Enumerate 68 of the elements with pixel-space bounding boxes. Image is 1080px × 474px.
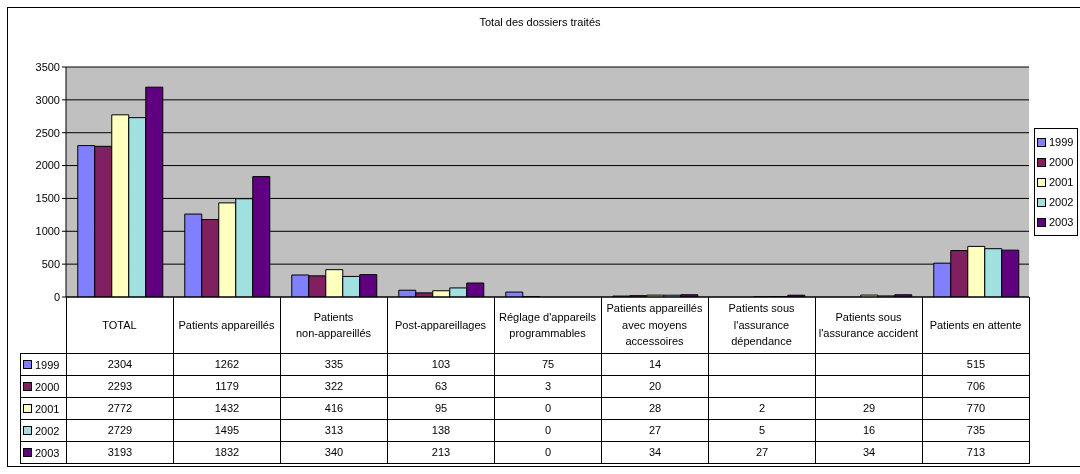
data-label: 313 bbox=[281, 420, 388, 442]
data-label: 1495 bbox=[174, 420, 281, 442]
text: 2002 bbox=[35, 424, 60, 437]
data-label: 5 bbox=[709, 420, 816, 442]
data-label: 103 bbox=[388, 354, 495, 376]
y-tick-label: 1000 bbox=[35, 225, 60, 238]
y-tick-label: 500 bbox=[41, 258, 60, 271]
x-tick-label: TOTAL bbox=[102, 318, 137, 331]
data-label: 29 bbox=[816, 398, 923, 420]
data-label: 340 bbox=[281, 442, 388, 464]
y-tick-label: 1500 bbox=[35, 192, 60, 205]
y-tick-label: 0 bbox=[53, 290, 60, 303]
data-label: 2772 bbox=[67, 398, 174, 420]
legend-label: 2001 bbox=[1049, 176, 1074, 188]
data-label: 27 bbox=[602, 420, 709, 442]
legend-label: 2002 bbox=[1049, 196, 1074, 208]
y-tick-label: 2500 bbox=[35, 126, 60, 139]
text: 2003 bbox=[35, 446, 60, 459]
x-tick-label: Post-appareillages bbox=[394, 318, 487, 331]
data-label: 322 bbox=[281, 376, 388, 398]
data-label: 16 bbox=[816, 420, 923, 442]
x-tick-label: Réglage d'appareils programmables bbox=[499, 310, 597, 340]
x-tick-label: Patients appareillés avec moyens accessoires bbox=[606, 302, 703, 348]
x-tick-label: Patients en attente bbox=[929, 318, 1022, 331]
data-label: 0 bbox=[495, 398, 602, 420]
text: 1999 bbox=[1049, 136, 1074, 148]
x-tick-label: Patients appareillés bbox=[178, 318, 275, 331]
data-label: 713 bbox=[923, 442, 1030, 464]
data-label: 28 bbox=[602, 398, 709, 420]
data-label: 706 bbox=[923, 376, 1030, 398]
x-tick-label: Patients non-appareillés bbox=[295, 310, 372, 340]
data-label: 34 bbox=[602, 442, 709, 464]
data-label: 34 bbox=[816, 442, 923, 464]
data-label: 138 bbox=[388, 420, 495, 442]
data-label: 14 bbox=[602, 354, 709, 376]
x-tick-label: Patients sous l'assurance accident bbox=[818, 310, 919, 340]
y-tick-label: 2000 bbox=[35, 159, 60, 172]
legend-label: 2003 bbox=[1049, 216, 1074, 228]
data-label: 63 bbox=[388, 376, 495, 398]
data-label: 3 bbox=[495, 376, 602, 398]
data-label: 515 bbox=[923, 354, 1030, 376]
y-tick-label: 3000 bbox=[35, 93, 60, 106]
x-tick-label: Patients sous l'assurance dépendance bbox=[728, 302, 796, 348]
chart-title: Total des dossiers traités bbox=[478, 16, 602, 28]
data-label: 770 bbox=[923, 398, 1030, 420]
data-label: 2 bbox=[709, 398, 816, 420]
data-label: 2304 bbox=[67, 354, 174, 376]
data-label: 2293 bbox=[67, 376, 174, 398]
data-label: 95 bbox=[388, 398, 495, 420]
data-label: 0 bbox=[495, 420, 602, 442]
data-label: 1179 bbox=[174, 376, 281, 398]
data-label: 3193 bbox=[67, 442, 174, 464]
data-label: 1432 bbox=[174, 398, 281, 420]
data-label: 1262 bbox=[174, 354, 281, 376]
data-label: 1832 bbox=[174, 442, 281, 464]
data-label: 75 bbox=[495, 354, 602, 376]
data-label: 2729 bbox=[67, 420, 174, 442]
data-label: 0 bbox=[495, 442, 602, 464]
data-label: 416 bbox=[281, 398, 388, 420]
text: 2001 bbox=[35, 402, 60, 415]
data-label: 213 bbox=[388, 442, 495, 464]
data-label: 27 bbox=[709, 442, 816, 464]
data-label: 335 bbox=[281, 354, 388, 376]
legend-label: 2000 bbox=[1049, 156, 1074, 168]
data-label: 20 bbox=[602, 376, 709, 398]
data-label: 735 bbox=[923, 420, 1030, 442]
y-tick-label: 3500 bbox=[35, 60, 60, 73]
legend-label: 1999 bbox=[35, 358, 60, 371]
